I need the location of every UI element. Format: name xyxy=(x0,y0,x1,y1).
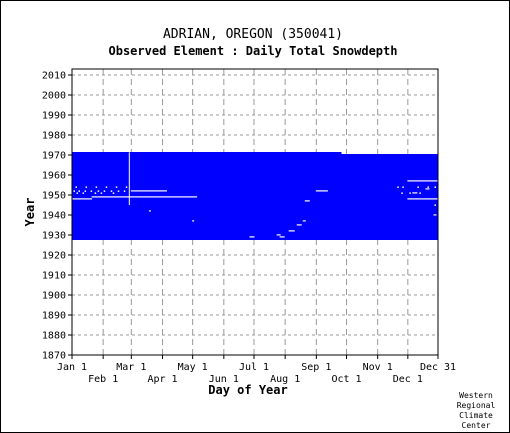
credit-line: Regional xyxy=(457,401,496,410)
x-tick-label: Oct 1 xyxy=(331,374,361,385)
missing-day xyxy=(75,186,78,188)
x-tick-label: Mar 1 xyxy=(116,362,146,373)
y-tick-label: 1990 xyxy=(42,111,66,122)
missing-gap xyxy=(91,196,198,198)
y-tick-label: 1960 xyxy=(42,171,66,182)
missing-day xyxy=(417,186,419,188)
missing-gap xyxy=(130,190,168,192)
missing-day xyxy=(419,192,421,194)
y-tick-label: 1870 xyxy=(42,351,66,362)
x-tick-label: Feb 1 xyxy=(88,374,118,385)
missing-day xyxy=(85,186,88,188)
missing-day xyxy=(117,190,120,192)
y-tick-label: 1900 xyxy=(42,291,66,302)
missing-day xyxy=(434,204,436,206)
missing-data xyxy=(72,152,438,238)
missing-day xyxy=(103,190,106,192)
y-tick-label: 2010 xyxy=(42,71,66,82)
y-tick-label: 1920 xyxy=(42,251,66,262)
credit-line: Climate xyxy=(459,411,493,420)
x-tick-label: Sep 1 xyxy=(301,362,331,373)
credit-block: Western Regional Climate Center xyxy=(457,391,496,430)
chart-title: ADRIAN, OREGON (350041) xyxy=(163,27,343,42)
missing-day xyxy=(94,192,97,194)
y-tick-label: 1910 xyxy=(42,271,66,282)
x-tick-label: Jun 1 xyxy=(209,374,239,385)
plot-area xyxy=(71,68,439,356)
chart-subtitle: Observed Element : Daily Total Snowdepth xyxy=(109,44,398,58)
x-tick-label: Nov 1 xyxy=(363,362,393,373)
missing-day xyxy=(82,192,85,194)
x-tick-label: Apr 1 xyxy=(147,374,177,385)
missing-gap xyxy=(128,152,130,206)
y-tick-label: 1950 xyxy=(42,191,66,202)
coverage-block xyxy=(340,154,438,240)
missing-gap xyxy=(288,230,295,232)
y-tick-label: 2000 xyxy=(42,91,66,102)
x-tick-label: Dec 1 xyxy=(393,374,423,385)
x-tick-label: Jan 1 xyxy=(57,362,87,373)
y-tick-label: 1980 xyxy=(42,131,66,142)
missing-day xyxy=(73,190,76,192)
plot-border xyxy=(71,68,439,356)
missing-gap xyxy=(304,200,310,202)
y-axis-ticks: 2010 2000 1990 1980 1970 1960 1950 1940 1930 1920… xyxy=(42,71,72,362)
missing-gap xyxy=(192,220,195,222)
y-tick-label: 1890 xyxy=(42,311,66,322)
missing-gap xyxy=(302,220,306,222)
missing-day xyxy=(402,186,404,188)
y-axis-label: Year xyxy=(23,198,37,227)
missing-day xyxy=(112,192,115,194)
missing-day xyxy=(401,192,403,194)
missing-day xyxy=(434,186,436,188)
missing-gap xyxy=(407,198,438,200)
missing-gap xyxy=(72,198,93,200)
missing-day xyxy=(105,186,108,188)
missing-gap xyxy=(425,188,430,190)
y-tick-label: 1940 xyxy=(42,211,66,222)
missing-day xyxy=(100,192,103,194)
missing-day xyxy=(78,190,81,192)
missing-gap xyxy=(412,192,418,194)
missing-gap xyxy=(407,180,438,182)
missing-gap xyxy=(279,236,285,238)
missing-gap xyxy=(315,190,328,192)
credit-line: Center xyxy=(462,421,491,430)
missing-day xyxy=(95,186,98,188)
missing-day xyxy=(110,190,113,192)
missing-gap xyxy=(433,214,437,216)
missing-day xyxy=(125,186,128,188)
missing-gap xyxy=(249,236,255,238)
missing-day xyxy=(397,186,399,188)
missing-day xyxy=(409,192,411,194)
x-axis-ticks: Jan 1 Mar 1 May 1 Jul 1 Sep 1 Nov 1 Dec 31 Feb … xyxy=(57,355,456,385)
x-axis-label: Day of Year xyxy=(208,383,287,397)
data-coverage xyxy=(72,152,438,240)
y-tick-label: 1880 xyxy=(42,331,66,342)
missing-gap xyxy=(276,234,281,236)
coverage-block xyxy=(72,152,342,240)
x-tick-label: Aug 1 xyxy=(270,374,300,385)
missing-day xyxy=(76,192,79,194)
missing-day xyxy=(90,190,93,192)
missing-day xyxy=(84,190,87,192)
missing-day xyxy=(97,190,100,192)
missing-gap xyxy=(148,210,151,212)
x-tick-label: Dec 31 xyxy=(420,362,456,373)
missing-day xyxy=(123,190,126,192)
x-tick-label: Jul 1 xyxy=(239,362,269,373)
y-tick-label: 1930 xyxy=(42,231,66,242)
x-tick-label: May 1 xyxy=(178,362,208,373)
missing-gap xyxy=(296,224,302,226)
credit-line: Western xyxy=(459,391,493,400)
missing-day xyxy=(427,186,429,188)
y-tick-label: 1970 xyxy=(42,151,66,162)
missing-day xyxy=(115,186,118,188)
